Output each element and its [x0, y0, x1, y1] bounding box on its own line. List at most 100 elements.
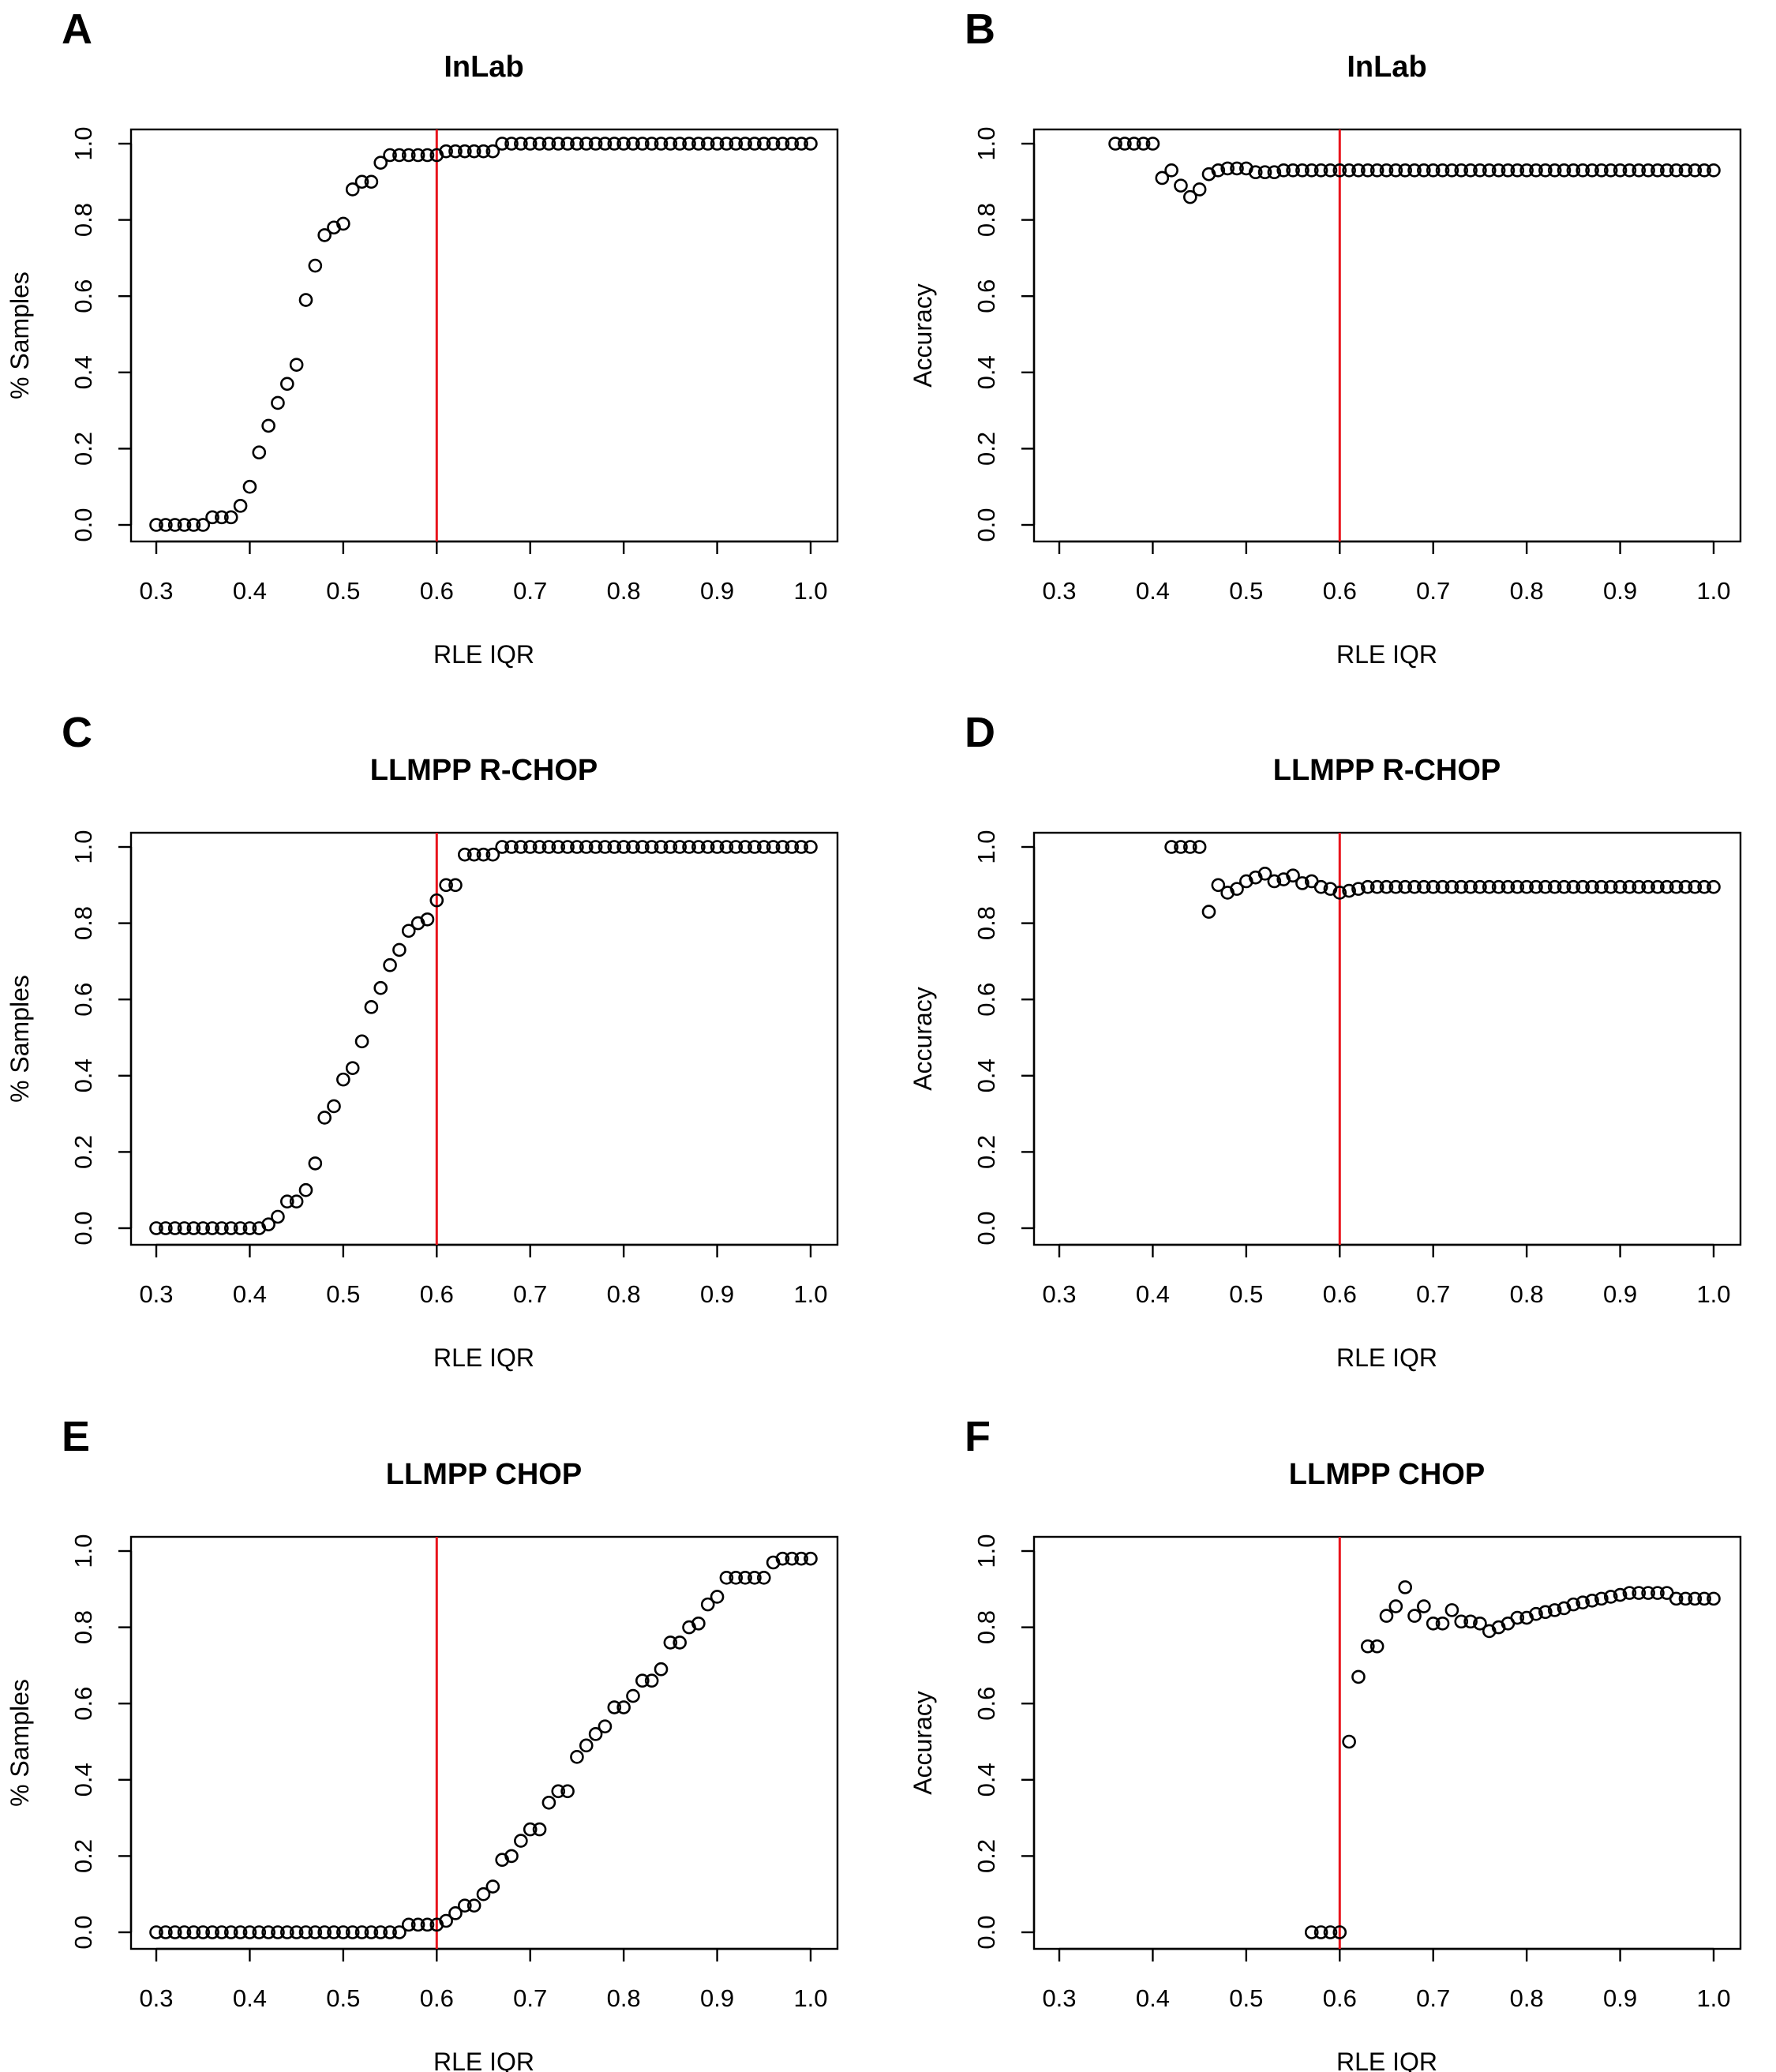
data-point [1444, 879, 1459, 894]
data-point [626, 840, 640, 854]
data-point [495, 137, 509, 151]
data-point [383, 957, 397, 972]
data-point [410, 1917, 425, 1932]
data-point [1435, 879, 1450, 894]
data-point [354, 1925, 369, 1939]
data-point [1257, 165, 1272, 180]
data-point [1557, 163, 1572, 178]
data-point [1426, 1616, 1441, 1631]
data-point [1519, 163, 1534, 178]
data-point [289, 1925, 304, 1939]
data-point [1547, 879, 1562, 894]
y-tick-label: 0.8 [972, 1610, 1000, 1644]
data-point [1435, 1616, 1450, 1631]
x-tick-label: 0.5 [326, 1280, 360, 1308]
x-tick-label: 0.9 [700, 1984, 734, 2012]
x-tick-label: 0.3 [139, 1280, 173, 1308]
data-point [514, 840, 528, 854]
y-axis-label: % Samples [6, 1679, 34, 1807]
data-point [383, 1925, 397, 1939]
data-point [1248, 165, 1263, 180]
data-point [439, 1913, 453, 1928]
data-point [458, 847, 472, 862]
y-tick-label: 0.4 [69, 355, 97, 389]
y-tick-label: 1.0 [69, 126, 97, 160]
data-point [635, 840, 650, 854]
x-tick-label: 0.8 [1510, 1280, 1544, 1308]
data-point [598, 1719, 613, 1733]
x-tick-label: 0.6 [420, 1984, 454, 2012]
data-point [466, 1898, 481, 1913]
chart-title: LLMPP CHOP [1289, 1458, 1485, 1491]
data-point [1118, 137, 1132, 151]
data-point [177, 518, 192, 532]
data-point [1576, 879, 1590, 894]
data-point [448, 878, 463, 893]
data-point [635, 1673, 650, 1688]
data-point [1435, 163, 1450, 178]
data-point [1510, 163, 1525, 178]
data-point [429, 893, 444, 908]
data-point [1351, 163, 1366, 178]
data-point [541, 1795, 556, 1810]
data-point [289, 358, 304, 372]
data-point [1585, 1593, 1599, 1608]
data-point [738, 137, 752, 151]
x-tick-label: 0.6 [1323, 1984, 1357, 2012]
data-point [794, 840, 808, 854]
y-tick-label: 1.0 [972, 126, 1000, 160]
data-point [700, 137, 715, 151]
x-tick-label: 0.3 [1042, 577, 1076, 605]
data-point [1183, 189, 1197, 204]
data-point [1398, 163, 1412, 178]
data-point [1519, 879, 1534, 894]
x-tick-label: 0.8 [607, 577, 641, 605]
data-point [308, 1925, 323, 1939]
data-point [1361, 1639, 1375, 1654]
data-point [756, 840, 771, 854]
x-tick-label: 0.7 [513, 577, 547, 605]
x-tick-label: 0.4 [1136, 1984, 1170, 2012]
x-tick-label: 0.7 [513, 1984, 547, 2012]
x-tick-label: 1.0 [1696, 1984, 1730, 2012]
data-point [616, 137, 631, 151]
data-point [738, 840, 752, 854]
data-point [420, 1917, 435, 1932]
x-tick-label: 0.6 [1323, 577, 1357, 605]
data-point [1594, 879, 1609, 894]
data-point [710, 1590, 725, 1604]
data-point [663, 1635, 678, 1650]
x-axis-label: RLE IQR [1336, 2048, 1437, 2072]
y-tick-label: 1.0 [69, 830, 97, 864]
y-tick-label: 0.8 [69, 1610, 97, 1644]
panel-d: D LLMPP R-CHOP RLE IQR Accuracy 0.3 0.4 0.… [909, 709, 1742, 1372]
data-point [1473, 879, 1487, 894]
data-point [1267, 874, 1282, 889]
data-point [252, 445, 267, 460]
data-point [1678, 879, 1693, 894]
data-point [598, 840, 613, 854]
chart-title: InLab [444, 51, 523, 84]
y-tick-label: 0.8 [972, 203, 1000, 237]
y-tick-label: 0.8 [69, 203, 97, 237]
data-point [327, 1099, 341, 1114]
data-point [1501, 163, 1516, 178]
data-point [1566, 1597, 1581, 1612]
y-tick-label: 0.0 [69, 508, 97, 541]
panel-a: A InLab RLE IQR % Samples 0.3 0.4 0.5 0.6 0.… [6, 6, 839, 669]
data-point [215, 1925, 229, 1939]
data-point [1622, 163, 1637, 178]
data-point [233, 1925, 248, 1939]
data-point [1342, 163, 1356, 178]
data-point [626, 137, 640, 151]
data-point [1155, 170, 1170, 185]
data-point [1304, 163, 1319, 178]
data-point [532, 137, 547, 151]
data-point [196, 1925, 211, 1939]
data-point [364, 174, 379, 189]
data-point [1417, 1599, 1431, 1613]
data-point [420, 148, 435, 163]
data-point [1164, 163, 1178, 178]
data-point [149, 1221, 163, 1235]
data-point [1369, 1639, 1384, 1654]
